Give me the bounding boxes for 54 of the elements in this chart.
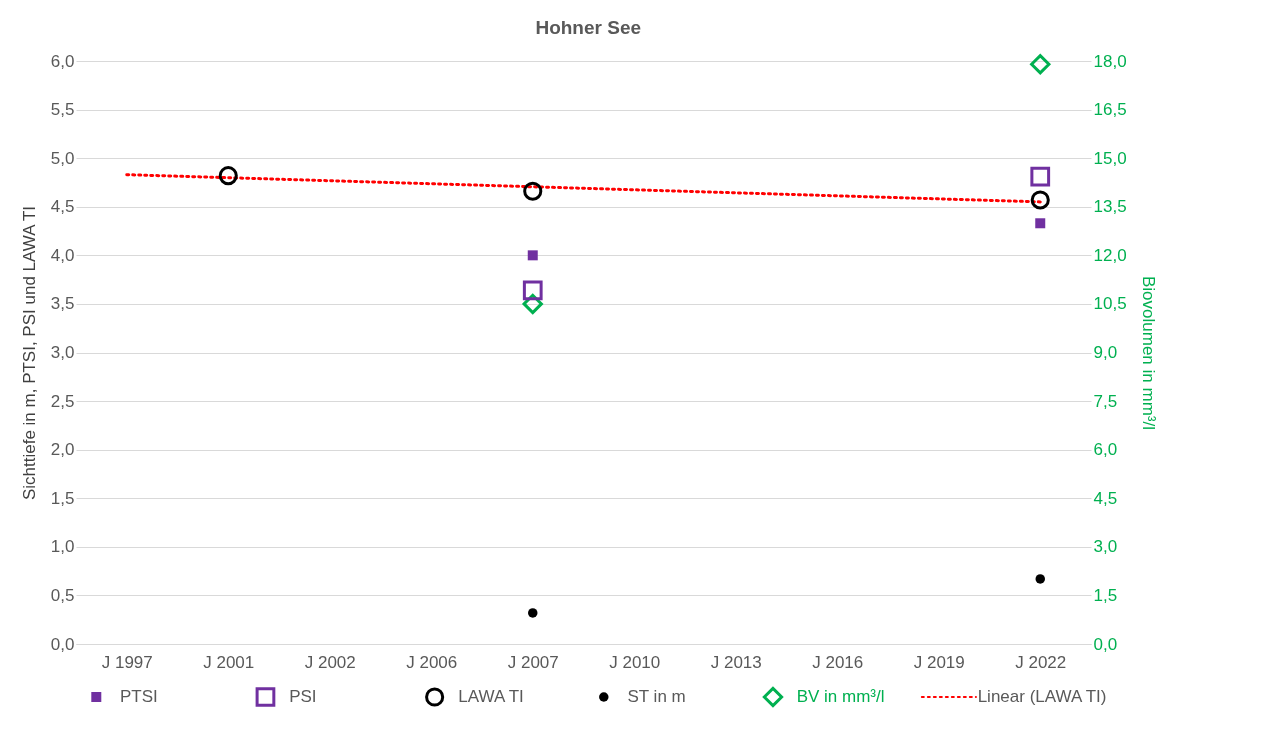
y2-tick-label: 18,0 <box>1093 51 1127 71</box>
y2-tick-label: 7,5 <box>1093 391 1118 411</box>
y-tick-label: 2,5 <box>50 391 75 411</box>
y-tick-label: 5,0 <box>50 148 75 168</box>
y-tick-label: 6,0 <box>50 51 75 71</box>
x-tick-label: J 2001 <box>203 652 255 672</box>
y2-tick-label: 12,0 <box>1093 245 1127 265</box>
y-tick-label: 0,5 <box>50 585 75 605</box>
y-tick-label: 4,0 <box>50 245 75 265</box>
legend-label: BV in mm³/l <box>796 687 885 706</box>
y2-tick-label: 16,5 <box>1093 100 1127 120</box>
y-axis-title: Sichttiefe in m, PTSI, PSI und LAWA TI <box>19 205 39 501</box>
y2-tick-label: 1,5 <box>1093 585 1118 605</box>
point <box>1030 190 1050 210</box>
point <box>1035 218 1046 229</box>
y2-tick-label: 13,5 <box>1093 197 1127 217</box>
y2-tick-label: 4,5 <box>1093 488 1118 508</box>
x-tick-label: J 2007 <box>507 652 559 672</box>
x-tick-label: J 2016 <box>812 652 864 672</box>
x-tick-label: J 2006 <box>406 652 458 672</box>
y2-tick-label: 0,0 <box>1093 634 1118 654</box>
y-tick-label: 4,5 <box>50 197 75 217</box>
y-tick-label: 3,5 <box>50 294 75 314</box>
point <box>1035 574 1045 584</box>
point <box>528 608 538 618</box>
legend-label: PSI <box>289 687 317 706</box>
point <box>523 181 543 201</box>
y2-tick-label: 9,0 <box>1093 343 1118 362</box>
y2-tick-label: 15,0 <box>1093 148 1127 168</box>
y-tick-label: 5,5 <box>50 100 75 120</box>
legend-label: Linear (LAWA TI) <box>977 687 1107 706</box>
y-tick-label: 3,0 <box>50 343 75 362</box>
legend-label: PTSI <box>119 687 158 706</box>
y2-axis-title: Biovolumen in mm³/l <box>1138 276 1158 430</box>
point <box>522 280 543 301</box>
point <box>218 166 238 186</box>
legend-label: ST in m <box>627 687 686 706</box>
y2-tick-label: 10,5 <box>1093 294 1127 314</box>
y2-tick-label: 6,0 <box>1093 440 1118 460</box>
x-tick-label: J 2010 <box>609 652 661 672</box>
y-tick-label: 0,0 <box>50 634 75 654</box>
chart-title: Hohner See <box>535 16 642 38</box>
x-tick-label: J 2022 <box>1015 652 1067 672</box>
y2-tick-label: 3,0 <box>1093 537 1118 557</box>
point <box>1030 166 1051 187</box>
x-tick-label: J 2013 <box>710 652 762 672</box>
y-tick-label: 1,5 <box>50 488 75 508</box>
legend-label: LAWA TI <box>458 687 524 706</box>
y-tick-label: 2,0 <box>50 440 75 460</box>
y-tick-label: 1,0 <box>50 537 75 557</box>
point <box>527 250 538 261</box>
x-tick-label: J 1997 <box>101 652 153 672</box>
x-tick-label: J 2019 <box>913 652 965 672</box>
x-tick-label: J 2002 <box>304 652 356 672</box>
